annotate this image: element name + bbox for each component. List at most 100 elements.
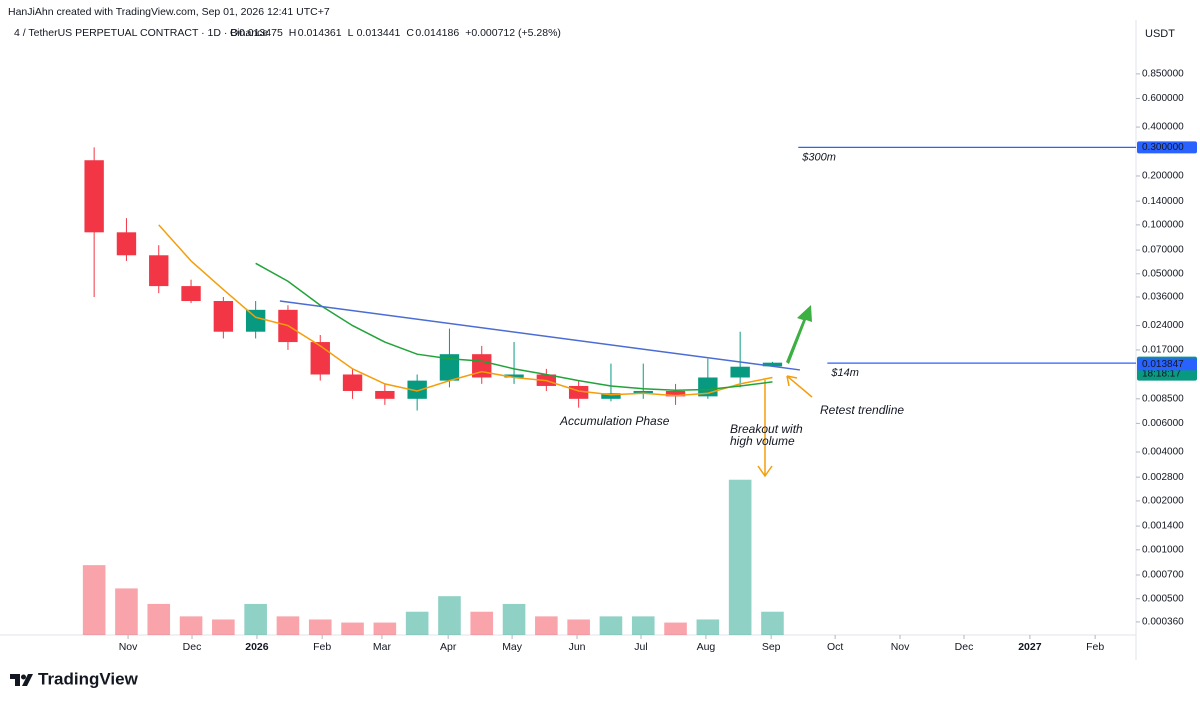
volume-bar [179,616,203,635]
ohlc-value: 0.013475 [239,27,283,39]
y-tick-label: 0.000700 [1142,570,1184,581]
ohlc-value: 0.014186 [415,27,459,39]
y-tick-label: 0.004000 [1142,447,1184,458]
x-tick-label: May [502,641,523,653]
candle-body [245,309,266,332]
currency: USDT [1145,28,1175,40]
ohlc-value: 0.013441 [357,27,401,39]
x-tick-label: Mar [373,641,392,653]
ohlc-value: 0.014361 [298,27,342,39]
level-label: $14m [830,367,859,379]
price-label-box [1137,358,1197,371]
y-tick-label: 0.850000 [1142,69,1184,80]
candle-body [149,255,169,287]
y-tick-label: 0.100000 [1142,220,1184,231]
candle-body [601,393,621,399]
candle-body [375,390,395,399]
candle-body [633,390,653,394]
y-tick-label: 0.008500 [1142,393,1184,404]
price-label: 0.013847 [1142,359,1184,370]
volume-bar [341,622,364,635]
annotation: Breakout with [730,422,803,436]
y-tick-label: 0.036000 [1142,292,1184,303]
volume-bar [82,565,106,635]
x-tick-label: Feb [1086,641,1104,653]
candle-body [407,380,427,399]
annotation: high volume [730,434,795,448]
volume-bar [631,616,655,635]
logo-mark [10,674,33,686]
y-tick-label: 0.200000 [1142,171,1184,182]
candle-body [342,374,363,391]
ohlc-key: C [406,27,414,39]
ma-line [158,224,773,397]
candle-body [116,232,137,256]
x-tick-label: Feb [313,641,331,653]
y-tick-label: 0.000500 [1142,593,1184,604]
candle-body [310,342,330,375]
volume-bar [664,622,687,635]
retest-arrow [786,375,813,398]
trendline [279,300,801,371]
y-tick-label: 0.050000 [1142,268,1184,279]
x-tick-label: Dec [183,641,202,653]
ohlc-key: H [289,27,297,39]
y-tick-label: 0.006000 [1142,418,1184,429]
volume-bar [696,619,720,635]
candle-body [504,374,524,378]
x-tick-label: Nov [891,641,910,653]
x-tick-label: Nov [119,641,138,653]
volume-bar [761,611,784,635]
arrow-head [757,465,773,478]
volume-bar [438,596,461,635]
y-tick-label: 0.024000 [1142,320,1184,331]
x-tick-label: Dec [955,641,974,653]
logo: TradingView [10,669,139,688]
price-label-box [1137,141,1197,154]
x-tick-label: Aug [697,641,716,653]
x-tick-label: Jun [569,641,586,653]
ohlc-key: L [348,27,354,39]
volume-bar [470,611,494,635]
x-tick-label: 2026 [245,641,269,653]
level-label: $300m [801,151,836,163]
y-tick-label: 0.001400 [1142,521,1184,532]
x-tick-label: 2027 [1018,641,1042,653]
volume-bar [308,619,332,635]
x-tick-label: Apr [440,641,457,653]
candle-body [84,160,104,233]
y-tick-label: 0.600000 [1142,93,1184,104]
price-label-sub: 18:18:17 [1142,368,1181,379]
candle-body [439,354,460,381]
y-tick-label: 0.000360 [1142,617,1184,628]
volume-bar [373,622,397,635]
ohlc-change: +0.000712 (+5.28%) [465,27,561,39]
volume-bar [405,611,429,635]
candle-body [181,286,201,302]
candle-body [472,354,492,378]
ohlc: O 0.013475 H 0.014361 L 0.013441 C 0.014186 +0.0… [230,27,561,39]
ohlc-key: O [230,27,238,39]
candle-body [730,366,750,378]
volume-bar [599,616,623,635]
x-tick-label: Oct [827,641,843,653]
candle-body [213,301,234,332]
volume-bar [244,603,267,635]
x-tick-label: Jul [634,641,647,653]
y-tick-label: 0.017000 [1142,345,1184,356]
volume-bar [502,603,526,635]
credit: HanJiAhn created with TradingView.com, S… [8,6,330,18]
ma-line [255,262,773,391]
volume-bar [728,479,752,635]
volume-bar [276,616,300,635]
volume-bar [115,588,138,635]
annotation: Accumulation Phase [559,414,670,428]
volume-bar [147,603,171,635]
x-tick-label: Sep [762,641,781,653]
y-tick-label: 0.001000 [1142,544,1184,555]
y-tick-label: 0.140000 [1142,196,1184,207]
price-label: 0.300000 [1142,142,1184,153]
volume-bar [567,619,590,635]
